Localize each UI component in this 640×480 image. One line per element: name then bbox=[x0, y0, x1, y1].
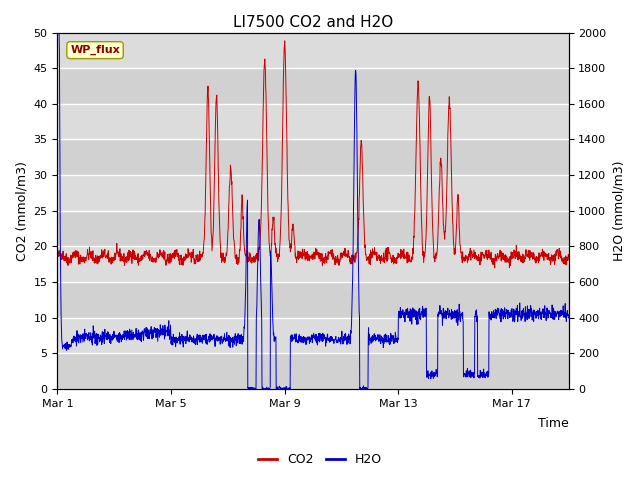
H2O bbox=[244, 386, 252, 392]
Text: Time: Time bbox=[538, 417, 568, 431]
H2O bbox=[262, 385, 270, 391]
Bar bbox=[58, 139, 568, 175]
CO2 bbox=[265, 224, 273, 230]
CO2 bbox=[83, 255, 90, 261]
Legend: CO2, H2O: CO2, H2O bbox=[253, 448, 387, 471]
CO2 bbox=[163, 259, 170, 264]
CO2 bbox=[262, 90, 270, 96]
CO2 bbox=[491, 265, 499, 271]
Y-axis label: CO2 (mmol/m3): CO2 (mmol/m3) bbox=[15, 161, 28, 261]
H2O bbox=[54, 30, 61, 36]
Line: CO2: CO2 bbox=[58, 41, 568, 268]
H2O bbox=[403, 306, 410, 312]
H2O bbox=[245, 385, 253, 391]
Text: WP_flux: WP_flux bbox=[70, 45, 120, 55]
Bar bbox=[58, 353, 568, 389]
CO2 bbox=[244, 254, 252, 260]
H2O bbox=[564, 315, 572, 321]
Bar bbox=[58, 282, 568, 318]
Y-axis label: H2O (mmol/m3): H2O (mmol/m3) bbox=[612, 160, 625, 261]
Bar bbox=[58, 211, 568, 246]
Bar bbox=[58, 68, 568, 104]
CO2 bbox=[403, 250, 410, 255]
CO2 bbox=[564, 254, 572, 260]
H2O bbox=[83, 331, 90, 337]
H2O bbox=[265, 386, 273, 392]
CO2 bbox=[54, 252, 61, 258]
H2O bbox=[163, 328, 170, 334]
Title: LI7500 CO2 and H2O: LI7500 CO2 and H2O bbox=[233, 15, 393, 30]
Line: H2O: H2O bbox=[58, 33, 568, 389]
CO2 bbox=[281, 38, 289, 44]
